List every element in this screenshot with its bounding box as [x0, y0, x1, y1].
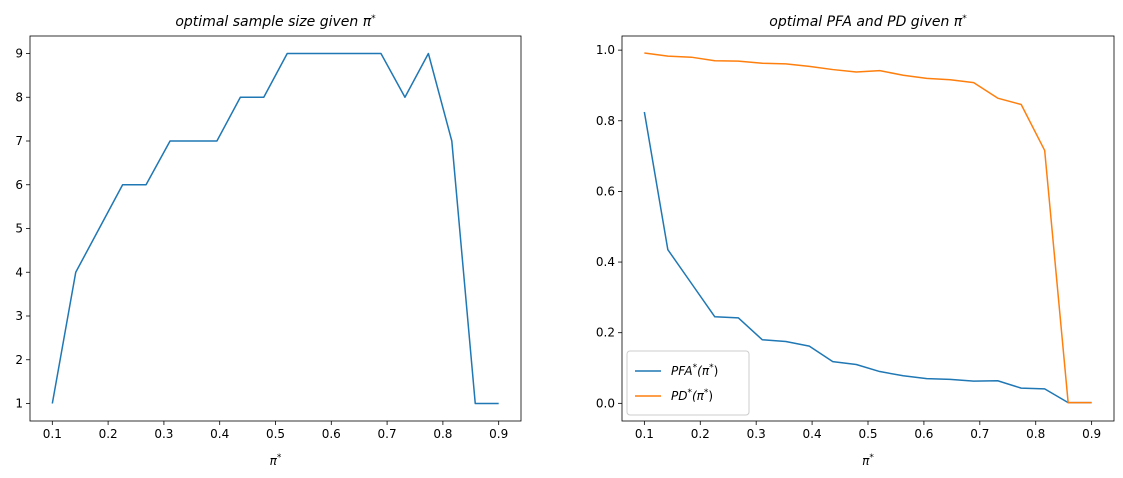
- chart-title: optimal sample size given π*​: [175, 14, 376, 30]
- x-tick-label: 0.4: [210, 427, 229, 441]
- legend-box: [626, 350, 750, 416]
- series-line-pfa: [643, 111, 1092, 404]
- series-line-1: [51, 52, 499, 405]
- y-tick-label: 6: [15, 178, 23, 192]
- axes-frame: [29, 35, 522, 422]
- y-tick-label: 3: [15, 309, 23, 323]
- x-tick-label: 0.2: [99, 427, 118, 441]
- y-tick-label: 0.8: [596, 114, 615, 128]
- x-axis-label: π*​: [270, 453, 282, 468]
- legend-label: PFA*​(π*​): [671, 363, 718, 378]
- x-tick-label: 0.2: [691, 427, 710, 441]
- chart-2: optimal PFA and PD given π*​ 0.1 0.2 0.3 0.4…: [596, 14, 1115, 468]
- x-tick-label: 0.5: [266, 427, 285, 441]
- y-tick-label: 7: [15, 134, 23, 148]
- series-line-pd: [644, 52, 1092, 404]
- x-tick-label: 0.9: [489, 427, 508, 441]
- y-tick-label: 9: [15, 47, 23, 61]
- x-axis-label: π*​: [862, 453, 874, 468]
- y-tick-label: 2: [15, 353, 23, 367]
- x-tick-label: 0.6: [322, 427, 341, 441]
- chart-title: optimal PFA and PD given π*​: [769, 14, 967, 30]
- y-tick-label: 0.6: [596, 184, 615, 198]
- x-tick-label: 0.1: [635, 427, 654, 441]
- legend: PFA*​(π*​) PD*​(π*​): [626, 350, 750, 416]
- x-tick-label: 0.7: [970, 427, 989, 441]
- x-tick-label: 0.5: [858, 427, 877, 441]
- x-tick-label: 0.3: [154, 427, 173, 441]
- x-tick-label: 0.3: [747, 427, 766, 441]
- x-tick-label: 0.8: [433, 427, 452, 441]
- x-tick-label: 0.9: [1082, 427, 1101, 441]
- y-tick-label: 0.0: [596, 396, 615, 410]
- x-tick-label: 0.1: [43, 427, 62, 441]
- y-tick-label: 0.2: [596, 326, 615, 340]
- y-tick-label: 8: [15, 90, 23, 104]
- x-tick-label: 0.7: [378, 427, 397, 441]
- y-tick-label: 4: [15, 265, 23, 279]
- y-tick-label: 5: [15, 222, 23, 236]
- x-tick-label: 0.6: [914, 427, 933, 441]
- x-tick-label: 0.4: [803, 427, 822, 441]
- y-tick-label: 1: [15, 397, 23, 411]
- x-tick-label: 0.8: [1026, 427, 1045, 441]
- y-tick-label: 0.4: [596, 255, 615, 269]
- legend-label: PD*​(π*​): [671, 388, 713, 403]
- y-tick-label: 1.0: [596, 43, 615, 57]
- chart-1: optimal sample size given π*​ 0.1 0.2 0.3 0.…: [15, 14, 522, 468]
